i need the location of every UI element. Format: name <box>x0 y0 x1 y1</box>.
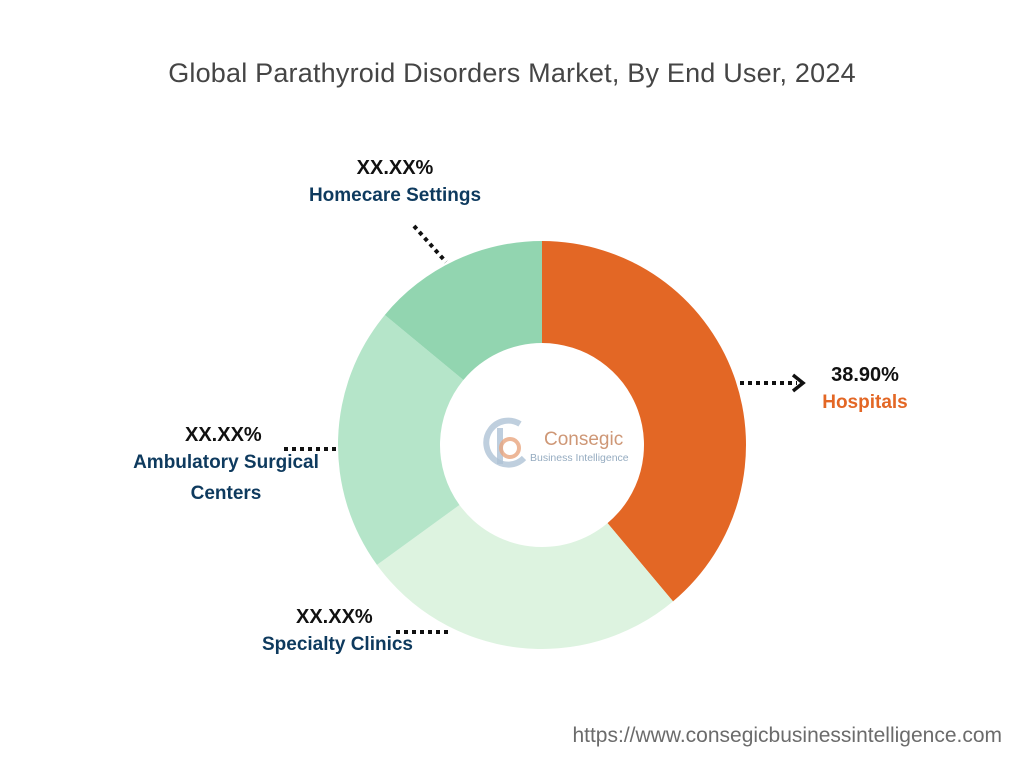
hospitals-percent: 38.90% <box>831 364 899 386</box>
label-hospitals: 38.90% Hospitals <box>815 364 915 418</box>
label-specialty: XX.XX% Specialty Clinics <box>250 606 425 660</box>
source-url[interactable]: https://www.consegicbusinessintelligence… <box>572 724 1002 747</box>
donut-slice-homecare-settings <box>384 241 542 380</box>
ambulatory-percent: XX.XX% <box>185 424 262 446</box>
logo-mark-icon <box>483 417 527 468</box>
specialty-name: Specialty Clinics <box>261 634 413 655</box>
consegic-logo: Consegic Business Intelligence <box>483 417 629 468</box>
logo-tagline: Business Intelligence <box>530 452 629 464</box>
ambulatory-name: Ambulatory Surgical Centers <box>133 452 319 504</box>
homecare-name: Homecare Settings <box>308 185 482 206</box>
donut-slice-specialty-clinics <box>376 504 674 649</box>
donut-slice-ambulatory-surgical-centers <box>338 314 464 565</box>
arrow-head-icon <box>791 373 806 393</box>
leader-line-homecare <box>412 224 448 264</box>
logo-name: Consegic <box>544 429 623 450</box>
chart-title: Global Parathyroid Disorders Market, By … <box>168 58 856 88</box>
specialty-percent: XX.XX% <box>296 606 373 628</box>
donut-slices <box>338 241 747 649</box>
homecare-percent: XX.XX% <box>356 157 434 179</box>
donut-slice-hospitals <box>542 241 747 602</box>
hospitals-name: Hospitals <box>822 392 908 413</box>
label-homecare: XX.XX% Homecare Settings <box>290 157 500 211</box>
label-ambulatory: XX.XX% Ambulatory Surgical Centers <box>115 424 337 509</box>
